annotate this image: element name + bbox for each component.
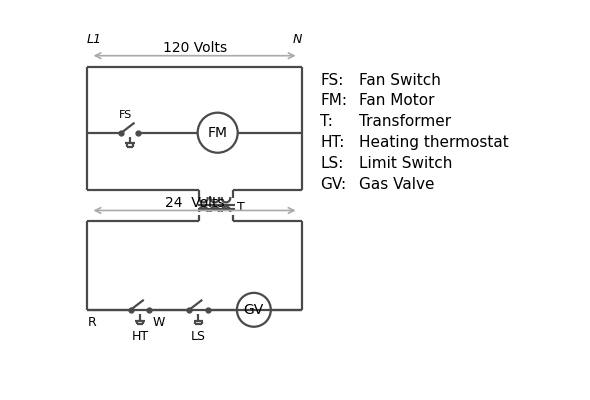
Text: FM:: FM: [320,94,347,108]
Text: Heating thermostat: Heating thermostat [359,135,509,150]
Text: LS: LS [191,330,206,343]
Text: GV:: GV: [320,176,346,192]
Text: 120 Volts: 120 Volts [162,41,227,55]
Text: Fan Motor: Fan Motor [359,94,434,108]
Text: HT: HT [132,330,149,343]
Text: N: N [293,33,302,46]
Text: L1: L1 [87,33,101,46]
Text: FS:: FS: [320,73,343,88]
Text: R: R [87,316,96,329]
Text: HT:: HT: [320,135,345,150]
Text: 24  Volts: 24 Volts [165,196,224,210]
Text: T: T [237,200,245,214]
Text: FM: FM [208,126,228,140]
Text: Fan Switch: Fan Switch [359,73,441,88]
Text: Limit Switch: Limit Switch [359,156,452,171]
Text: FS: FS [119,110,132,120]
Text: LS:: LS: [320,156,343,171]
Text: Gas Valve: Gas Valve [359,176,434,192]
Text: Transformer: Transformer [359,114,451,129]
Text: W: W [152,316,165,329]
Text: GV: GV [244,303,264,317]
Text: T:: T: [320,114,333,129]
